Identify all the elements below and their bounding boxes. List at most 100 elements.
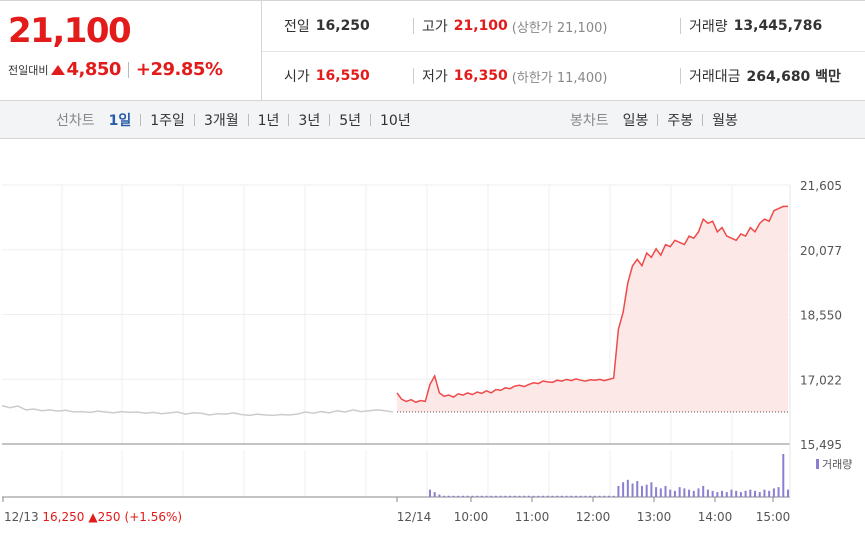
volume-bar — [598, 495, 601, 497]
line-range-tab-6[interactable]: 10년 — [380, 112, 411, 129]
tab-divider — [657, 113, 659, 126]
candle-period-tab-2[interactable]: 월봉 — [712, 112, 738, 129]
volume-bar — [518, 495, 521, 497]
volume-bar — [739, 492, 742, 497]
tab-divider — [288, 113, 290, 126]
volume-bar — [504, 495, 507, 497]
prev-close-value: 16,250 — [315, 18, 370, 34]
volume-legend-swatch — [816, 459, 819, 469]
line-range-tab-2[interactable]: 3개월 — [203, 112, 239, 129]
tab-divider — [702, 113, 704, 126]
volume-bar — [466, 495, 469, 497]
chart-type-tabs: 선차트 1일 1주일 3개월 1년 3년 5년 10년 봉차트 일봉 주봉 월봉 — [0, 101, 865, 139]
volume-bar — [584, 495, 587, 497]
amount-value: 264,680 백만 — [746, 69, 841, 85]
volume-bar — [494, 495, 497, 497]
y-tick-label: 20,077 — [800, 244, 842, 258]
volume-bar — [443, 495, 446, 497]
candle-chart-tabs: 봉차트 일봉 주봉 월봉 — [570, 101, 738, 138]
volume-bar — [490, 495, 493, 497]
volume-bar — [673, 490, 676, 497]
today-area — [397, 206, 788, 412]
volume-bar — [565, 495, 568, 497]
volume-bar — [706, 489, 709, 497]
volume-bar — [626, 479, 629, 497]
volume-bar — [688, 489, 691, 497]
volume-bar — [471, 495, 474, 497]
volume-bar — [476, 495, 479, 497]
volume-bar — [480, 495, 483, 497]
volume-bar — [777, 487, 780, 497]
amount-cell: 거래대금 264,680 백만 — [689, 51, 841, 101]
tab-divider — [193, 113, 195, 126]
volume-bar — [612, 495, 615, 497]
volume-bar — [433, 492, 436, 497]
stats-row-2: 시가 16,550 저가 16,350 (하한가 11,400) 거래대금 26… — [262, 51, 865, 101]
volume-bar — [721, 490, 724, 497]
volume-bar — [702, 485, 705, 497]
volume-cell: 거래량 13,445,786 — [689, 1, 822, 51]
volume-bar — [452, 495, 455, 497]
up-arrow-icon — [51, 64, 66, 75]
volume-bar — [570, 495, 573, 497]
prev-close-label: 전일 — [284, 19, 310, 35]
high-value: 21,100 — [453, 18, 508, 34]
divider — [680, 68, 681, 84]
line-range-tab-5[interactable]: 5년 — [339, 112, 361, 129]
volume-bar — [659, 488, 662, 497]
volume-bar — [532, 495, 535, 497]
volume-bar — [556, 495, 559, 497]
quote-header: 21,100 전일대비 4,850 +29.85% 전일 16,250 고가 2… — [0, 0, 865, 101]
volume-bar — [551, 495, 554, 497]
volume-bar — [768, 490, 771, 497]
prev-day-pct: (+1.56%) — [125, 510, 183, 524]
volume-label: 거래량 — [689, 19, 728, 35]
line-range-tab-1[interactable]: 1주일 — [150, 112, 185, 129]
prev-day-caption: 12/13 16,250 ▲250 (+1.56%) — [4, 510, 182, 524]
candle-period-tab-1[interactable]: 주봉 — [667, 112, 694, 129]
volume-bar — [716, 492, 719, 497]
volume-bar — [645, 484, 648, 497]
y-tick-label: 15,495 — [800, 438, 842, 452]
volume-bar — [603, 495, 606, 497]
volume-bar — [697, 488, 700, 497]
volume-bar — [513, 495, 516, 497]
volume-bar — [636, 481, 639, 497]
candle-period-tab-0[interactable]: 일봉 — [622, 112, 649, 129]
volume-bar — [560, 495, 563, 497]
volume-bar — [772, 488, 775, 497]
x-tick-label: 12:00 — [576, 510, 611, 524]
prev-close-cell: 전일 16,250 — [284, 1, 370, 51]
line-range-tab-3[interactable]: 1년 — [257, 112, 280, 129]
volume-value: 13,445,786 — [733, 18, 823, 34]
line-range-tab-4[interactable]: 3년 — [298, 112, 321, 129]
volume-bar — [607, 495, 610, 497]
x-tick-label: 10:00 — [454, 510, 489, 524]
price-summary: 21,100 전일대비 4,850 +29.85% — [0, 1, 262, 101]
change-value: 4,850 — [66, 59, 121, 80]
volume-bar — [438, 494, 441, 497]
volume-bar — [589, 495, 592, 497]
volume-bar — [749, 489, 752, 497]
volume-bar — [754, 490, 757, 497]
volume-bar — [617, 485, 620, 497]
volume-bar — [669, 489, 672, 497]
volume-bar — [579, 495, 582, 497]
lower-limit-note: (하한가 11,400) — [511, 70, 608, 86]
volume-bar — [509, 495, 512, 497]
change-row: 전일대비 4,850 +29.85% — [8, 59, 223, 80]
volume-bar — [622, 482, 625, 497]
prev-day-line — [1, 404, 394, 417]
volume-bar — [485, 495, 488, 497]
volume-bar — [735, 490, 738, 497]
volume-bar — [782, 454, 785, 497]
candle-chart-label: 봉차트 — [570, 112, 609, 129]
change-label: 전일대비 — [8, 63, 49, 77]
x-tick-label: 11:00 — [515, 510, 550, 524]
volume-bar — [650, 482, 653, 497]
line-range-tab-0[interactable]: 1일 — [108, 112, 132, 129]
today-line — [396, 205, 788, 404]
volume-bar — [758, 492, 761, 497]
volume-bar — [537, 495, 540, 497]
y-tick-label: 17,022 — [800, 373, 842, 387]
